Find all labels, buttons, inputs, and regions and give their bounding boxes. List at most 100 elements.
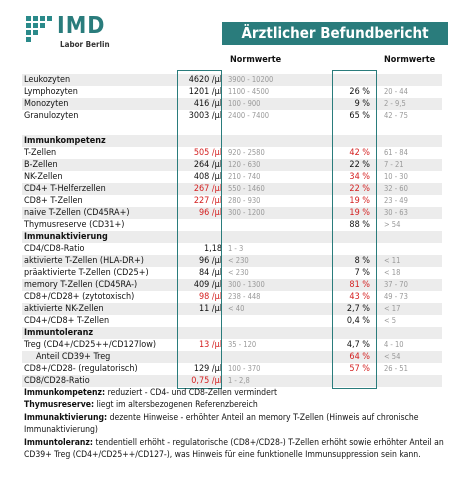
row-label: CD8/CD28-Ratio xyxy=(24,376,90,386)
row-label: CD8+/CD28+ (zytotoxisch) xyxy=(24,292,135,302)
value-box xyxy=(177,70,222,389)
section-title: Immuntoleranz xyxy=(24,328,94,338)
reference-range: 1100 - 4500 xyxy=(228,87,270,96)
note-text: dezente Hinweise - erhöhter Anteil an me… xyxy=(24,412,419,436)
percent-reference: < 17 xyxy=(384,304,401,313)
note-text: tendentiell erhöht - regulatorische (CD8… xyxy=(24,437,444,461)
result-percent: 64 % xyxy=(349,352,370,362)
result-percent: 34 % xyxy=(349,172,370,182)
table-row: Immunkompetenz xyxy=(22,135,442,147)
note: Thymusreserve: liegt im altersbezogenen … xyxy=(24,399,449,411)
row-label: Treg (CD4+/CD25++/CD127low) xyxy=(24,340,156,350)
table-row: Lymphozyten 1201 /µl 1100 - 4500 26 % 20 - 4… xyxy=(22,86,442,98)
result-value: 84 /µl xyxy=(198,268,222,278)
row-label: Thymusreserve (CD31+) xyxy=(24,220,125,230)
result-value: 416 /µl xyxy=(193,99,222,109)
percent-reference: 49 - 73 xyxy=(384,292,408,301)
result-value: 96 /µl xyxy=(198,256,222,266)
note-term: Immunaktivierung: xyxy=(24,412,108,423)
note-term: Immunkompetenz: xyxy=(24,388,106,398)
result-percent: 22 % xyxy=(349,184,370,194)
column-header: Normwerte xyxy=(384,55,436,65)
reference-range: 210 - 740 xyxy=(228,172,261,181)
note-text: liegt im altersbezogenen Referenzbereich xyxy=(96,400,258,411)
table-row: T-Zellen 505 /µl 920 - 2580 42 % 61 - 84 xyxy=(22,147,442,159)
percent-reference: 32 - 60 xyxy=(384,184,408,193)
result-value: 409 /µl xyxy=(193,280,222,290)
table-row: Immuntoleranz xyxy=(22,327,442,339)
table-row: CD8+ T-Zellen 227 /µl 280 - 930 19 % 23 - 49 xyxy=(22,195,442,207)
result-value: 4620 /µl xyxy=(188,75,222,85)
row-label: aktivierte NK-Zellen xyxy=(24,304,104,314)
reference-range: 280 - 930 xyxy=(228,196,261,205)
row-label: NK-Zellen xyxy=(24,172,63,182)
percent-reference: 42 - 75 xyxy=(384,111,408,120)
table-row: Leukozyten 4620 /µl 3900 - 10200 xyxy=(22,74,442,86)
row-label: T-Zellen xyxy=(24,148,57,158)
reference-range: 100 - 370 xyxy=(228,364,261,373)
logo-text: IMD xyxy=(57,13,106,39)
reference-range: 300 - 1300 xyxy=(228,280,265,289)
reference-range: 35 - 120 xyxy=(228,340,257,349)
note: Immunaktivierung: dezente Hinweise - erh… xyxy=(24,412,449,437)
row-label: Lymphozyten xyxy=(24,87,78,97)
column-header: Normwerte xyxy=(230,55,282,65)
row-label: CD4/CD8-Ratio xyxy=(24,244,85,254)
percent-reference: 26 - 51 xyxy=(384,364,408,373)
row-label: CD8+ T-Zellen xyxy=(24,196,83,206)
result-percent: 7 % xyxy=(354,268,370,278)
table-row: CD8+/CD28+ (zytotoxisch) 98 /µl 238 - 448 4… xyxy=(22,291,442,303)
row-label: CD8+/CD28- (regulatorisch) xyxy=(24,364,138,374)
table-row: präaktivierte T-Zellen (CD25+) 84 /µl < 23… xyxy=(22,267,442,279)
table-row: CD8/CD28-Ratio 0,75 /µl 1 - 2,8 xyxy=(22,375,442,387)
logo-subtitle: Labor Berlin xyxy=(60,40,110,49)
table-row: aktivierte T-Zellen (HLA-DR+) 96 /µl < 230… xyxy=(22,255,442,267)
table-row: Thymusreserve (CD31+) 88 % > 54 xyxy=(22,219,442,231)
result-percent: 19 % xyxy=(349,208,370,218)
result-value: 227 /µl xyxy=(193,196,222,206)
notes: Immunkompetenz: reduziert - CD4- und CD8… xyxy=(24,387,449,461)
reference-range: 2400 - 7400 xyxy=(228,111,270,120)
table-row: naive T-Zellen (CD45RA+) 96 /µl 300 - 1200… xyxy=(22,207,442,219)
table-row: Monozyten 416 /µl 100 - 900 9 % 2 - 9,5 xyxy=(22,98,442,110)
percent-reference: 37 - 70 xyxy=(384,280,408,289)
result-percent: 19 % xyxy=(349,196,370,206)
row-label: Granulozyten xyxy=(24,111,79,121)
table-row: CD4+ T-Helferzellen 267 /µl 550 - 1460 22 %… xyxy=(22,183,442,195)
reference-range: 100 - 900 xyxy=(228,99,261,108)
table-row: CD4/CD8-Ratio 1,18 1 - 3 xyxy=(22,243,442,255)
result-percent: 22 % xyxy=(349,160,370,170)
result-value: 0,75 /µl xyxy=(191,376,222,386)
result-percent: 26 % xyxy=(349,87,370,97)
row-label: CD4+ T-Helferzellen xyxy=(24,184,106,194)
result-percent: 81 % xyxy=(349,280,370,290)
result-value: 3003 /µl xyxy=(188,111,222,121)
reference-range: 920 - 2580 xyxy=(228,148,265,157)
note-term: Thymusreserve: xyxy=(24,400,95,411)
reference-range: 300 - 1200 xyxy=(228,208,265,217)
row-label: B-Zellen xyxy=(24,160,58,170)
row-label: naive T-Zellen (CD45RA+) xyxy=(24,208,130,218)
percent-reference: < 54 xyxy=(384,352,401,361)
reference-range: 1 - 2,8 xyxy=(228,376,250,385)
result-value: 11 /µl xyxy=(198,304,222,314)
percent-reference: < 11 xyxy=(384,256,401,265)
reference-range: 3900 - 10200 xyxy=(228,75,274,84)
percent-reference: < 18 xyxy=(384,268,401,277)
logo-mark xyxy=(26,16,52,42)
result-percent: 43 % xyxy=(349,292,370,302)
table-row: CD4+/CD8+ T-Zellen 0,4 % < 5 xyxy=(22,315,442,327)
reference-range: < 230 xyxy=(228,256,249,265)
note: Immuntoleranz: tendentiell erhöht - regu… xyxy=(24,437,449,462)
row-label: CD4+/CD8+ T-Zellen xyxy=(24,316,110,326)
table-row: aktivierte NK-Zellen 11 /µl < 40 2,7 % < 17 xyxy=(22,303,442,315)
table-row: CD8+/CD28- (regulatorisch) 129 /µl 100 - 3… xyxy=(22,363,442,375)
note: Immunkompetenz: reduziert - CD4- und CD8… xyxy=(24,387,449,399)
result-value: 13 /µl xyxy=(198,340,222,350)
percent-reference: < 5 xyxy=(384,316,397,325)
row-label: Leukozyten xyxy=(24,75,71,85)
result-value: 96 /µl xyxy=(198,208,222,218)
report-title: Ärztlicher Befundbericht xyxy=(222,22,448,45)
table-row: Granulozyten 3003 /µl 2400 - 7400 65 % 42 - … xyxy=(22,110,442,122)
